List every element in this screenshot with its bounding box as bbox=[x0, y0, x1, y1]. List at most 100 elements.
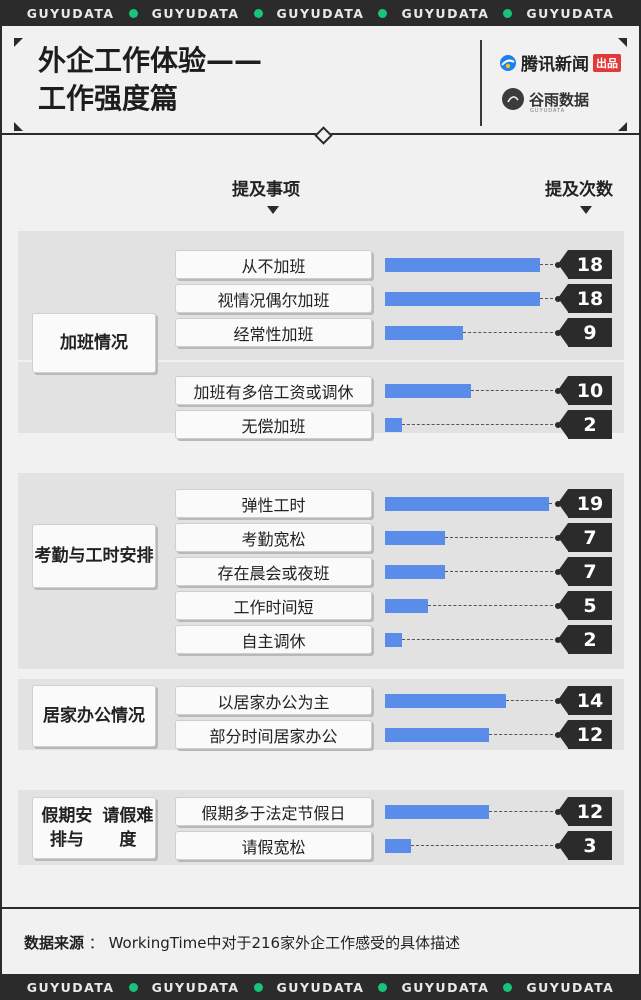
guyu-data-name: 谷雨数据 bbox=[529, 90, 590, 109]
watermark-text: GUYUDATA bbox=[526, 5, 615, 21]
tencent-news-badge: 出品 bbox=[593, 53, 621, 72]
item-label: 请假宽松 bbox=[175, 831, 372, 860]
title-line-1: 外企工作体验—— bbox=[38, 44, 263, 77]
source-label: 数据来源 bbox=[24, 934, 85, 952]
leader-line bbox=[471, 390, 558, 391]
count-label: 7 bbox=[558, 557, 612, 586]
data-bar bbox=[385, 496, 549, 511]
count-label: 19 bbox=[558, 489, 612, 518]
content-panel: 外企工作体验—— 工作强度篇 腾讯新闻 出品 谷雨数据 GUYUDATA 提及事… bbox=[2, 26, 639, 974]
count-label: 18 bbox=[558, 250, 612, 279]
leader-line bbox=[549, 503, 558, 504]
leader-line bbox=[489, 811, 558, 812]
page-title: 外企工作体验—— 工作强度篇 bbox=[38, 42, 262, 118]
footer-rule bbox=[2, 907, 639, 909]
green-dot-icon bbox=[378, 8, 388, 18]
item-label: 自主调休 bbox=[175, 625, 372, 654]
data-bar bbox=[385, 417, 402, 432]
green-dot-icon bbox=[128, 8, 138, 18]
item-label: 考勤宽松 bbox=[175, 523, 372, 552]
item-label: 工作时间短 bbox=[175, 591, 372, 620]
diamond-icon bbox=[314, 126, 333, 145]
count-label: 9 bbox=[558, 318, 612, 347]
corner-mark bbox=[618, 122, 627, 131]
leader-line bbox=[445, 571, 558, 572]
data-bar bbox=[385, 291, 540, 306]
guyu-data-subtitle: GUYUDATA bbox=[530, 108, 566, 114]
count-label: 2 bbox=[558, 410, 612, 439]
source-text: WorkingTime中对于216家外企工作感受的具体描述 bbox=[108, 934, 461, 952]
column-header-count: 提及次数 bbox=[545, 180, 613, 200]
item-label: 无偿加班 bbox=[175, 410, 372, 439]
top-watermark-strip: GUYUDATA GUYUDATA GUYUDATA GUYUDATA GUYU… bbox=[0, 0, 641, 26]
item-label: 视情况偶尔加班 bbox=[175, 284, 372, 313]
green-dot-icon bbox=[503, 982, 513, 992]
count-label: 2 bbox=[558, 625, 612, 654]
leader-line bbox=[540, 298, 558, 299]
watermark-text: GUYUDATA bbox=[526, 979, 615, 995]
count-label: 18 bbox=[558, 284, 612, 313]
leader-line bbox=[402, 639, 558, 640]
count-label: 10 bbox=[558, 376, 612, 405]
data-bar bbox=[385, 530, 445, 545]
leader-line bbox=[489, 734, 558, 735]
leader-line bbox=[463, 332, 558, 333]
watermark-text: GUYUDATA bbox=[26, 5, 115, 21]
watermark-text: GUYUDATA bbox=[151, 979, 240, 995]
data-bar bbox=[385, 727, 489, 742]
data-bar bbox=[385, 383, 471, 398]
tencent-news-name: 腾讯新闻 bbox=[521, 55, 589, 75]
item-label: 以居家办公为主 bbox=[175, 686, 372, 715]
data-bar bbox=[385, 804, 489, 819]
count-label: 7 bbox=[558, 523, 612, 552]
data-bar bbox=[385, 632, 402, 647]
data-bar bbox=[385, 325, 463, 340]
group-label: 居家办 公情况 bbox=[32, 685, 156, 747]
data-bar bbox=[385, 598, 428, 613]
tencent-news-icon bbox=[500, 54, 516, 71]
leader-line bbox=[506, 700, 558, 701]
green-dot-icon bbox=[253, 8, 263, 18]
watermark-text: GUYUDATA bbox=[276, 5, 365, 21]
guyu-seal-icon bbox=[502, 88, 524, 110]
column-header-item: 提及事项 bbox=[232, 180, 300, 200]
leader-line bbox=[411, 845, 558, 846]
leader-line bbox=[540, 264, 558, 265]
group-label: 假期安排与 请假难度 bbox=[32, 797, 156, 859]
watermark-text: GUYUDATA bbox=[276, 979, 365, 995]
item-label: 经常性加班 bbox=[175, 318, 372, 347]
tencent-news-logo: 腾讯新闻 出品 bbox=[499, 50, 621, 75]
count-label: 12 bbox=[558, 797, 612, 826]
green-dot-icon bbox=[503, 8, 513, 18]
item-label: 假期多于法定节假日 bbox=[175, 797, 372, 826]
data-source: 数据来源 ： WorkingTime中对于216家外企工作感受的具体描述 bbox=[24, 934, 461, 952]
arrow-down-icon bbox=[267, 206, 279, 214]
watermark-text: GUYUDATA bbox=[151, 5, 240, 21]
green-dot-icon bbox=[253, 982, 263, 992]
item-label: 从不加班 bbox=[175, 250, 372, 279]
item-label: 弹性工时 bbox=[175, 489, 372, 518]
guyu-data-logo: 谷雨数据 GUYUDATA bbox=[502, 88, 590, 114]
green-dot-icon bbox=[378, 982, 388, 992]
group-separator bbox=[18, 360, 624, 362]
corner-mark bbox=[618, 38, 627, 47]
group-label: 考勤与工 时安排 bbox=[32, 524, 156, 588]
data-bar bbox=[385, 693, 506, 708]
item-label: 部分时间居家办公 bbox=[175, 720, 372, 749]
leader-line bbox=[428, 605, 558, 606]
group-label: 加班情况 bbox=[32, 313, 156, 373]
count-label: 3 bbox=[558, 831, 612, 860]
item-label: 存在晨会或夜班 bbox=[175, 557, 372, 586]
leader-line bbox=[445, 537, 558, 538]
data-bar bbox=[385, 257, 540, 272]
watermark-text: GUYUDATA bbox=[26, 979, 115, 995]
count-label: 5 bbox=[558, 591, 612, 620]
data-bar bbox=[385, 838, 411, 853]
watermark-text: GUYUDATA bbox=[401, 5, 490, 21]
arrow-down-icon bbox=[580, 206, 592, 214]
corner-mark bbox=[14, 122, 23, 131]
green-dot-icon bbox=[128, 982, 138, 992]
header-divider bbox=[480, 40, 482, 126]
title-line-2: 工作强度篇 bbox=[38, 82, 179, 115]
bottom-watermark-strip: GUYUDATA GUYUDATA GUYUDATA GUYUDATA GUYU… bbox=[0, 974, 641, 1000]
